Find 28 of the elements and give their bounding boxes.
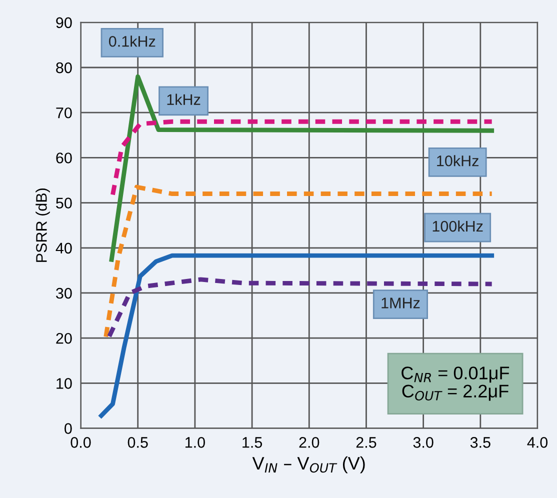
x-tick-label: 3.5 (470, 437, 490, 448)
y-tick-label: 20 (56, 332, 72, 344)
y-tick-label: 90 (56, 17, 72, 28)
y-tick-label: 70 (56, 107, 72, 118)
series-label: 1kHz (167, 94, 200, 105)
x-tick-label: 3.0 (413, 437, 434, 448)
series-label: 10kHz (437, 155, 478, 166)
y-tick-label: 0 (64, 423, 72, 434)
line-series (109, 74, 494, 262)
y-tick-label: 40 (56, 242, 72, 254)
x-tick-label: 4.0 (527, 437, 548, 448)
x-tick-label: 1.5 (242, 437, 262, 448)
x-tick-label: 0.0 (70, 437, 91, 448)
y-tick-label: 60 (56, 152, 72, 164)
y-tick-label: 80 (56, 62, 72, 74)
y-tick-label: 50 (56, 198, 72, 208)
x-tick-label: 1.0 (185, 437, 205, 448)
y-tick-label: 10 (56, 378, 72, 389)
x-tick-label: 2.0 (299, 437, 320, 448)
x-tick-label: 2.5 (356, 437, 376, 448)
series-label: 1MHz (382, 298, 420, 308)
y-tick-label: 30 (56, 288, 72, 299)
x-tick-label: 0.5 (128, 437, 148, 448)
text: 0.1kHz (108, 36, 156, 47)
text: C$_{NR}$ = 0.01μF C$_{OUT}$ = 2.2μF (402, 366, 510, 401)
series-label: 100kHz (432, 220, 483, 232)
x-axis-title: V$_{IN}$ – V$_{OUT}$ (V) (252, 456, 365, 474)
y-axis-title: PSRR (dB) (36, 188, 50, 262)
